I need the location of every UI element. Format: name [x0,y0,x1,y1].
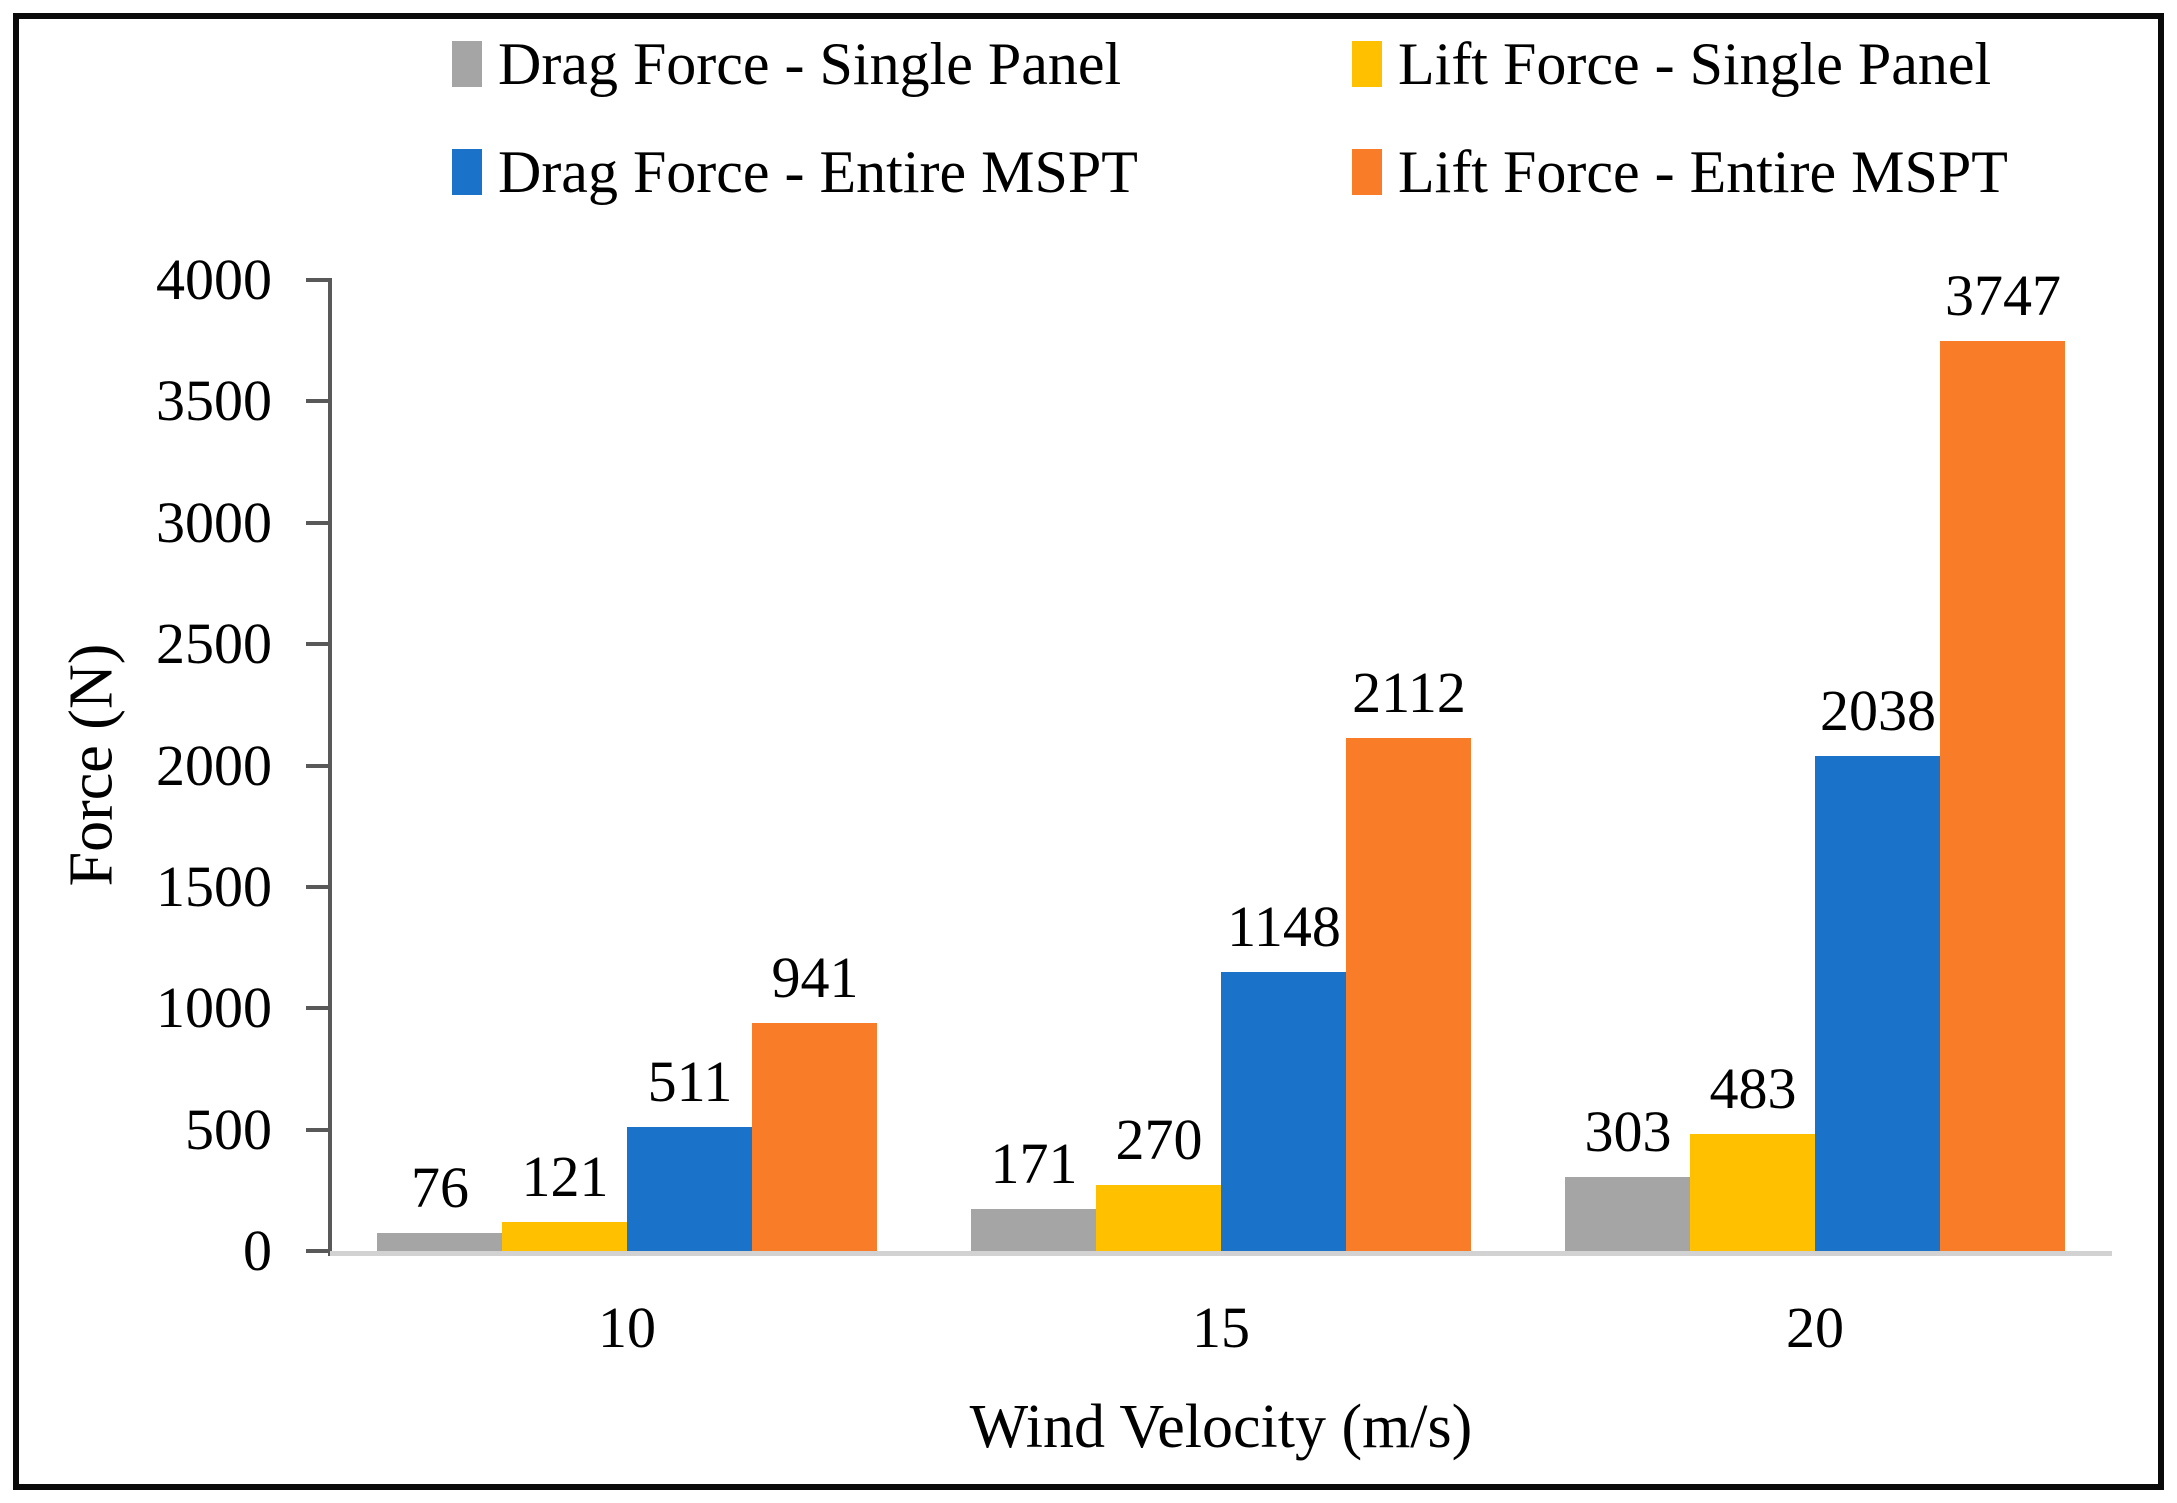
x-axis-tick-label: 20 [1786,1295,1844,1360]
bar-value-label: 303 [1584,1099,1672,1164]
legend-item: Drag Force - Entire MSPT [452,136,1352,208]
legend-swatch-icon [452,149,482,195]
legend-item: Lift Force - Entire MSPT [1352,136,2008,208]
y-axis-tick-label: 3500 [156,368,272,433]
bar-value-label: 76 [411,1155,469,1220]
y-axis-line [328,278,332,1256]
y-axis-tick [306,1128,328,1132]
y-axis-tick-label: 0 [243,1218,272,1283]
legend-item: Drag Force - Single Panel [452,28,1352,100]
bar-value-label: 171 [990,1131,1078,1196]
bar-value-label: 3747 [1945,263,2061,328]
bar-value-label: 2038 [1820,678,1936,743]
x-axis-category-labels: 10 15 20 [330,1292,2112,1364]
y-axis-tick [306,642,328,646]
y-axis-tick [306,1006,328,1010]
x-axis-line [330,1251,2112,1256]
bar-value-label: 511 [647,1049,733,1114]
bar-value-label: 270 [1115,1107,1203,1172]
bar-value-label: 1148 [1227,894,1341,959]
y-axis-tick [306,278,328,282]
bar-lift-force-single-panel-10 [502,1222,627,1251]
bar-drag-force-entire-mspt-10 [627,1127,752,1251]
bar-drag-force-single-panel-20 [1565,1177,1690,1251]
x-axis-tick-label: 10 [598,1295,656,1360]
x-axis-tick-label: 15 [1192,1295,1250,1360]
bar-lift-force-single-panel-20 [1690,1134,1815,1251]
y-axis-tick [306,764,328,768]
legend-label: Lift Force - Entire MSPT [1398,139,2008,205]
bar-value-label: 121 [521,1144,609,1209]
bar-lift-force-entire-mspt-15 [1346,738,1471,1251]
bar-lift-force-single-panel-15 [1096,1185,1221,1251]
bar-drag-force-entire-mspt-20 [1815,756,1940,1251]
legend-swatch-icon [1352,41,1382,87]
plot-area: 76 121 511 941 171 270 1148 2112 303 483 2038 3747 [330,263,2112,1251]
y-axis-tick [306,1249,328,1253]
y-axis-tick [306,521,328,525]
y-axis-tick-label: 1000 [156,975,272,1040]
legend-swatch-icon [452,41,482,87]
legend-label: Lift Force - Single Panel [1398,31,1992,97]
bar-lift-force-entire-mspt-10 [752,1023,877,1251]
x-axis-title: Wind Velocity (m/s) [969,1393,1473,1461]
y-axis-tick [306,885,328,889]
chart-legend: Drag Force - Single Panel Lift Force - Si… [452,28,2008,208]
legend-item: Lift Force - Single Panel [1352,28,2008,100]
bar-drag-force-single-panel-15 [971,1209,1096,1251]
legend-swatch-icon [1352,149,1382,195]
bar-value-label: 483 [1709,1056,1797,1121]
bar-value-label: 2112 [1352,660,1466,725]
bar-value-label: 941 [771,945,859,1010]
y-axis-tick [306,399,328,403]
bar-drag-force-single-panel-10 [377,1233,502,1251]
y-axis-tick-label: 1500 [156,854,272,919]
y-axis-tick-label: 2500 [156,611,272,676]
bar-drag-force-entire-mspt-15 [1221,972,1346,1251]
y-axis-tick-label: 500 [185,1097,272,1162]
bar-lift-force-entire-mspt-20 [1940,341,2065,1251]
legend-label: Drag Force - Entire MSPT [498,139,1138,205]
y-axis-tick-label: 3000 [156,490,272,555]
legend-label: Drag Force - Single Panel [498,31,1122,97]
y-axis-tick-label: 2000 [156,733,272,798]
y-axis-tick-label: 4000 [156,247,272,312]
